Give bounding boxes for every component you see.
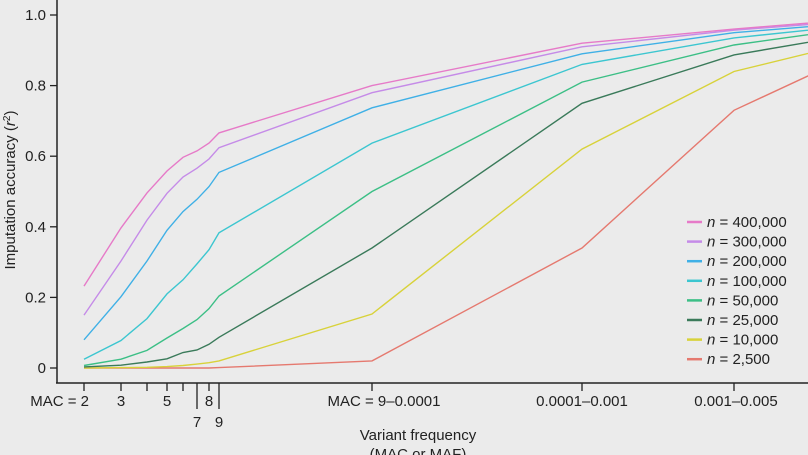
- legend-entry: n = 25,000: [707, 312, 778, 329]
- legend-entry: n = 100,000: [707, 273, 787, 290]
- series-line: [83, 25, 808, 341]
- x-tick-label: 3: [117, 393, 125, 410]
- legend-entry: n = 2,500: [707, 351, 770, 368]
- x-tick-label: 5: [163, 393, 171, 410]
- series-line: [83, 52, 808, 369]
- legend: n = 400,000 n = 300,000 n = 200,000 n = 100…: [687, 214, 787, 368]
- x-tick-label: 7: [193, 414, 201, 431]
- y-ticks: 0 0.2 0.4 0.6 0.8 1.0: [25, 7, 57, 377]
- legend-entry: n = 200,000: [707, 253, 787, 270]
- y-tick-label: 0.6: [25, 148, 46, 165]
- series-line: [83, 33, 808, 367]
- legend-entry: n = 400,000: [707, 214, 787, 231]
- x-tick-label: 8: [205, 393, 213, 410]
- x-tick-label: 9: [215, 414, 223, 431]
- y-tick-label: 0.2: [25, 289, 46, 306]
- series-line: [83, 29, 808, 360]
- series-lines: [83, 22, 808, 369]
- series-line: [83, 41, 808, 368]
- y-axis-label: Imputation accuracy (r2): [2, 111, 20, 270]
- y-tick-label: 0.8: [25, 78, 46, 95]
- x-tick-label: 0.0001–0.001: [536, 393, 628, 410]
- y-tick-label: 0.4: [25, 219, 46, 236]
- x-tick-label: MAC = 2: [30, 393, 89, 410]
- x-ticks: MAC = 2 3 5 789 MAC = 9–0.0001 0.0001–0.001 0.…: [30, 383, 778, 431]
- legend-entry: n = 300,000: [707, 234, 787, 251]
- y-tick-label: 1.0: [25, 7, 46, 24]
- series-line: [83, 23, 808, 316]
- x-tick-label: 0.001–0.005: [694, 393, 777, 410]
- series-line: [83, 22, 808, 287]
- x-tick-label: MAC = 9–0.0001: [328, 393, 441, 410]
- legend-entry: n = 50,000: [707, 292, 778, 309]
- x-axis-label: Variant frequency: [360, 427, 477, 444]
- y-tick-label: 0: [38, 360, 46, 377]
- legend-entry: n = 10,000: [707, 332, 778, 349]
- x-axis-label-line2: (MAC or MAF): [370, 446, 467, 455]
